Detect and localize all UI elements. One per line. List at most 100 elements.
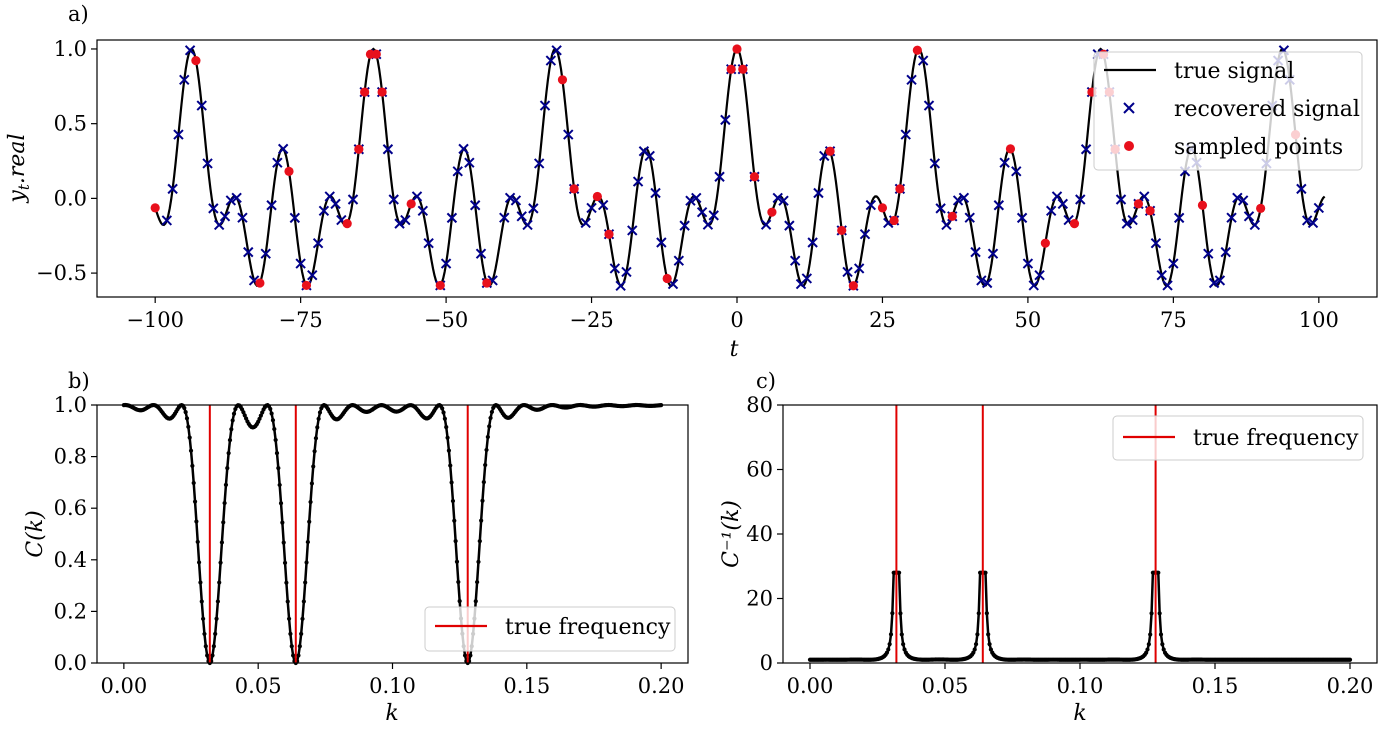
- c-of-k-point: [488, 415, 493, 421]
- sampled-point: [877, 203, 888, 213]
- recovered-point-stroke: [900, 129, 911, 140]
- c-of-k-point: [303, 580, 308, 585]
- sampled-point: [767, 207, 777, 217]
- legend-c-true-frequency-label: true frequency: [1193, 426, 1359, 451]
- c-of-k-point: [288, 631, 293, 636]
- recovered-point-stroke: [417, 205, 429, 216]
- c-of-k-point: [273, 437, 278, 443]
- recovered-point: [708, 210, 719, 221]
- recovered-point-stroke: [539, 100, 551, 111]
- recovered-point: [1214, 275, 1226, 286]
- recovered-point: [929, 158, 941, 169]
- recovered-point: [504, 192, 516, 204]
- chart-a-xtick-label: −100: [126, 308, 184, 332]
- recovered-point: [411, 191, 423, 202]
- recovered-point-stroke: [1226, 212, 1237, 223]
- recovered-point-stroke: [394, 218, 405, 229]
- recovered-point-stroke: [865, 199, 877, 211]
- c-of-k-point: [313, 436, 319, 441]
- recovered-point-stroke: [161, 215, 173, 226]
- inverse-c-point: [1160, 642, 1165, 647]
- recovered-point-stroke: [295, 258, 306, 269]
- recovered-point: [621, 266, 632, 278]
- recovered-point: [981, 277, 993, 289]
- chart-a-ytick-label: 1.0: [54, 37, 87, 61]
- recovered-point-stroke: [615, 280, 626, 291]
- chart-c-legend-box: [1112, 415, 1364, 461]
- recovered-point-stroke: [906, 74, 917, 86]
- recovered-point-stroke: [1313, 202, 1325, 214]
- chart-a-xtick-label: 50: [1015, 308, 1042, 332]
- c-of-k-point: [487, 424, 492, 429]
- recovered-point: [1127, 214, 1138, 226]
- recovered-point-stroke: [173, 129, 184, 140]
- inverse-c-point: [1144, 650, 1149, 655]
- c-of-k-point: [286, 616, 292, 621]
- sampled-point: [1133, 199, 1144, 209]
- recovered-point-stroke: [627, 225, 638, 236]
- recovered-point: [859, 229, 871, 240]
- c-of-k-point: [269, 411, 274, 416]
- recovered-point: [1208, 277, 1220, 289]
- chart-c: 0.00 0.05 0.10 0.15 0.20 0 20 40 60 80 k C⁻¹(k) t…: [719, 393, 1378, 726]
- recovered-point-stroke: [1139, 191, 1150, 202]
- chart-b-ylabel: C(k): [23, 510, 48, 557]
- chart-a-xtick-label: 75: [1160, 308, 1187, 332]
- sampled-point: [569, 184, 579, 194]
- recovered-point-stroke: [679, 220, 690, 231]
- recovered-point: [673, 255, 685, 266]
- recovered-point: [318, 205, 330, 216]
- recovered-point: [1249, 219, 1261, 231]
- c-of-k-point: [227, 438, 233, 443]
- recovered-point: [394, 218, 405, 229]
- recovered-point: [970, 246, 981, 258]
- recovered-point: [627, 225, 638, 236]
- recovered-point: [1075, 194, 1086, 205]
- recovered-point-stroke: [516, 211, 527, 222]
- recovered-point: [813, 187, 824, 199]
- sampled-point: [889, 215, 899, 226]
- recovered-point: [650, 187, 661, 199]
- recovered-point: [807, 237, 818, 248]
- recovered-point-stroke: [1220, 246, 1231, 258]
- recovered-point: [213, 219, 225, 231]
- recovered-point: [987, 248, 999, 259]
- recovered-point-stroke: [324, 191, 335, 202]
- chart-a-ytick-label: 0.0: [54, 186, 87, 210]
- recovered-point: [522, 219, 533, 231]
- c-of-k-point: [282, 560, 288, 565]
- recovered-point: [179, 74, 190, 86]
- recovered-point: [714, 171, 725, 182]
- recovered-point-stroke: [941, 219, 952, 231]
- recovered-point: [458, 143, 469, 155]
- recovered-point-stroke: [260, 248, 271, 259]
- recovered-point: [853, 263, 865, 274]
- recovered-point-stroke: [644, 150, 655, 162]
- sampled-point: [1040, 238, 1050, 248]
- c-of-k-point: [483, 462, 488, 468]
- c-of-k-point: [203, 644, 208, 649]
- recovered-point: [632, 176, 644, 187]
- recovered-point-stroke: [179, 74, 190, 86]
- chart-b-ytick-label: 0.0: [54, 651, 87, 675]
- recovered-point-stroke: [446, 212, 458, 224]
- recovered-point: [382, 144, 394, 155]
- recovered-point-stroke: [952, 195, 964, 206]
- recovered-point-stroke: [656, 237, 667, 248]
- c-of-k-point: [225, 466, 230, 471]
- recovered-point: [1022, 258, 1034, 269]
- chart-b-xtick-label: 0.00: [100, 674, 147, 698]
- recovered-point: [941, 219, 952, 231]
- sampled-point: [895, 184, 905, 194]
- c-of-k-point: [214, 616, 219, 621]
- recovered-point-stroke: [1307, 217, 1319, 229]
- chart-b-xtick-label: 0.10: [369, 674, 416, 698]
- sampled-point: [371, 49, 381, 59]
- c-of-k-point: [440, 406, 445, 411]
- recovered-point: [266, 200, 277, 211]
- recovered-point: [312, 237, 324, 249]
- inverse-c-point: [1157, 611, 1162, 616]
- recovered-point: [173, 129, 184, 140]
- chart-a-xlabel: t: [730, 337, 739, 362]
- recovered-point-stroke: [580, 217, 591, 229]
